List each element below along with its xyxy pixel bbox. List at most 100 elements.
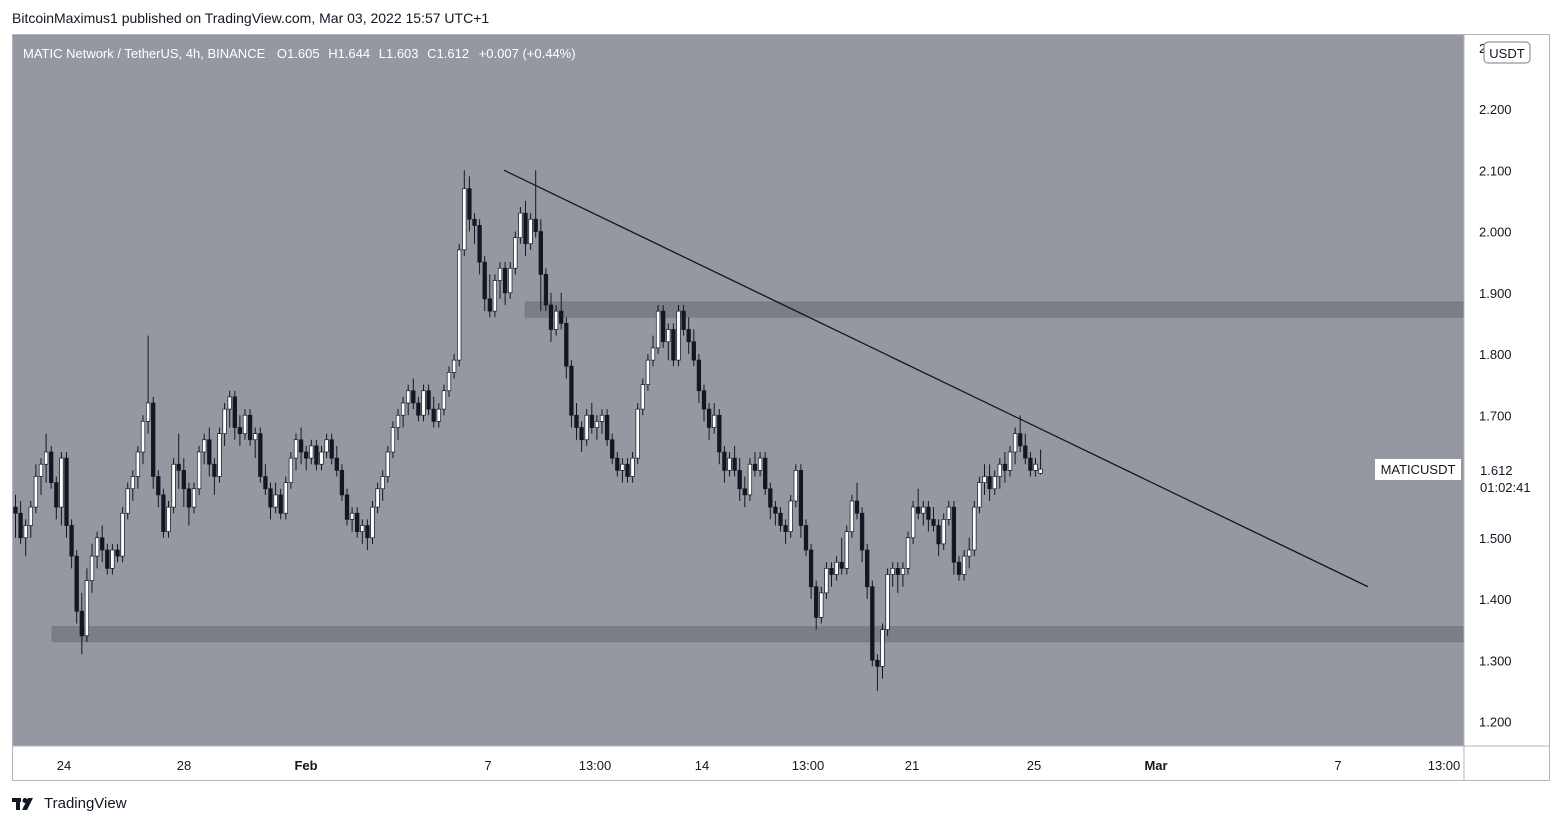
- candle-body: [1012, 433, 1018, 453]
- candle-body: [191, 488, 197, 508]
- candle-body: [79, 610, 84, 637]
- candle: [859, 507, 865, 563]
- candle: [130, 470, 135, 501]
- candle: [508, 262, 513, 299]
- candle-body: [752, 463, 758, 471]
- candle: [676, 305, 681, 367]
- candle-body: [329, 439, 334, 459]
- candle-body: [23, 525, 28, 539]
- candle-body: [895, 568, 900, 575]
- candle-body: [926, 506, 931, 520]
- candle: [375, 482, 380, 514]
- candle: [548, 292, 554, 342]
- candle-body: [1028, 457, 1033, 471]
- candle: [910, 501, 916, 544]
- candle-body: [584, 414, 589, 441]
- candle-body: [967, 549, 972, 557]
- candle: [778, 507, 783, 532]
- candle: [890, 562, 895, 587]
- candle-body: [309, 445, 314, 459]
- candle-body: [569, 365, 574, 416]
- currency-label: USDT: [1489, 46, 1524, 61]
- time-tick-label: 13:00: [1428, 758, 1461, 773]
- candle-body: [105, 549, 110, 569]
- candle-body: [151, 402, 156, 477]
- legend-high-value: 1.644: [338, 46, 371, 61]
- currency-badge[interactable]: USDT: [1483, 41, 1531, 64]
- candle: [400, 396, 406, 428]
- candle-body: [349, 512, 355, 520]
- candle: [773, 501, 778, 526]
- candle: [273, 482, 278, 514]
- time-tick-label: 7: [484, 758, 491, 773]
- candle: [1033, 458, 1038, 477]
- candle: [916, 488, 921, 520]
- candle: [880, 623, 885, 679]
- candle: [43, 433, 49, 483]
- candle: [253, 427, 258, 459]
- candle: [263, 464, 268, 495]
- candle-body: [814, 586, 819, 618]
- descending-trendline[interactable]: [503, 169, 1369, 588]
- candle-body: [910, 506, 916, 539]
- legend-low-value: 1.603: [386, 46, 419, 61]
- time-tick-label: 14: [695, 758, 709, 773]
- candle-body: [712, 414, 717, 428]
- horizontal-zone-1[interactable]: [524, 301, 1465, 318]
- candle: [717, 409, 722, 465]
- candle-body: [936, 525, 941, 545]
- candle: [298, 427, 304, 465]
- candle-body: [747, 463, 753, 496]
- candle-body: [671, 329, 676, 361]
- candle: [166, 501, 171, 538]
- candle: [681, 305, 686, 336]
- candle-body: [171, 463, 176, 508]
- candle: [84, 568, 90, 642]
- horizontal-zone-2[interactable]: [51, 626, 1465, 643]
- candle-body: [829, 568, 834, 575]
- candle-body: [543, 274, 549, 306]
- candle: [895, 562, 900, 593]
- candle-body: [839, 561, 844, 569]
- candle: [650, 335, 656, 367]
- candle: [502, 262, 508, 305]
- candle-body: [431, 408, 436, 422]
- candle-body: [89, 555, 95, 581]
- candlestick-chart[interactable]: MATIC Network / TetherUS, 4h, BINANCE O1…: [13, 35, 1549, 780]
- candle: [349, 507, 355, 532]
- candle-body: [880, 629, 885, 667]
- candle: [370, 501, 375, 544]
- candle: [314, 439, 319, 471]
- candle: [304, 445, 309, 471]
- candle-body: [283, 482, 288, 514]
- candle-body: [237, 427, 243, 434]
- candle-body: [982, 476, 987, 483]
- legend-low-label: L: [379, 46, 386, 61]
- price-axis[interactable]: 1.2001.3001.4001.5001.6001.7001.8001.900…: [1479, 41, 1512, 730]
- candle: [181, 458, 186, 508]
- candle: [854, 482, 860, 520]
- price-tick-label: 1.300: [1479, 653, 1512, 668]
- candle-body: [961, 555, 967, 575]
- time-axis[interactable]: 24 28 Feb 7 13:00 14 13:00 21 25 Mar 7 13:00: [57, 758, 1461, 773]
- candle-body: [972, 506, 977, 551]
- time-tick-label: 13:00: [579, 758, 612, 773]
- candle: [946, 501, 951, 526]
- tradingview-footer[interactable]: TradingView: [12, 795, 127, 812]
- candle: [808, 543, 814, 599]
- candle: [156, 470, 161, 508]
- candle: [176, 433, 181, 489]
- candle-body: [406, 390, 411, 404]
- candle-body: [54, 482, 59, 508]
- candle-body: [462, 188, 467, 251]
- candle-body: [43, 451, 49, 465]
- candle-body: [808, 549, 814, 588]
- candle: [268, 482, 273, 520]
- candle-body: [457, 249, 462, 361]
- candle-body: [890, 568, 895, 575]
- candle-body: [604, 414, 610, 441]
- candle-body: [273, 494, 278, 508]
- candle: [1028, 452, 1033, 477]
- candle-body: [742, 488, 747, 496]
- symbol-tag-text: MATICUSDT: [1381, 462, 1456, 477]
